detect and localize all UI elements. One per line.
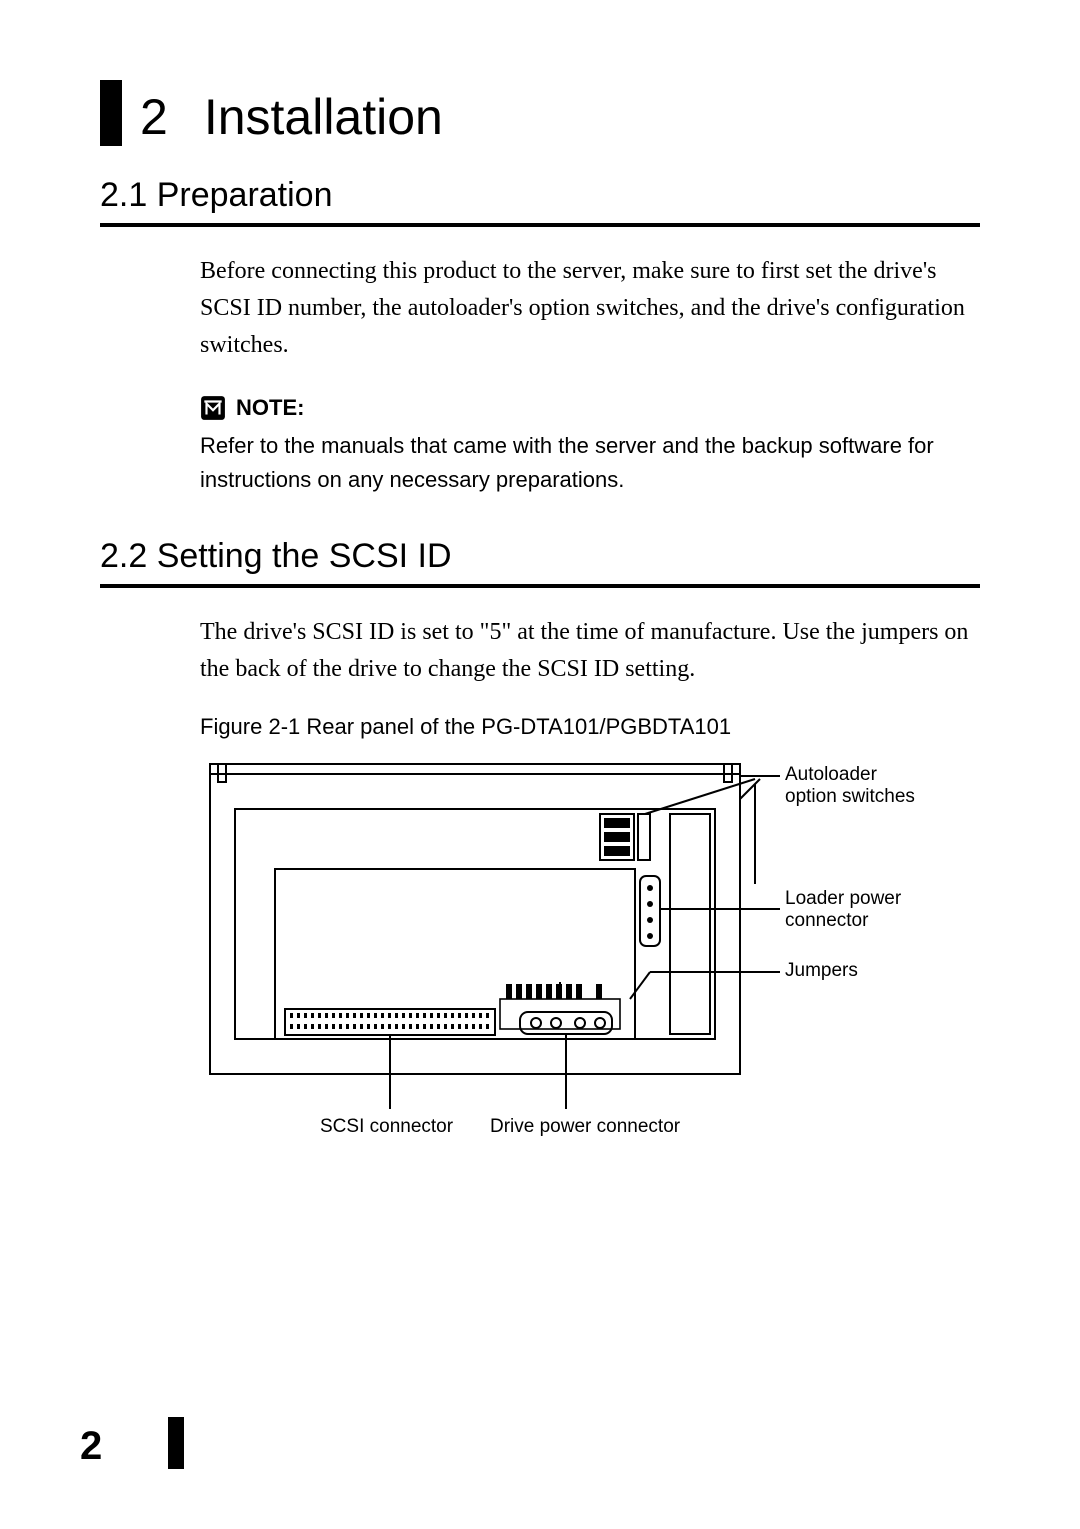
section-2-1-heading: 2.1 Preparation xyxy=(100,176,980,215)
callout-drive-power: Drive power connector xyxy=(490,1116,681,1137)
callout-autoloader-switches-line2: option switches xyxy=(785,786,915,807)
callout-jumpers: Jumpers xyxy=(785,960,858,981)
figure-rear-panel: Autoloader option switches Loader power … xyxy=(200,754,970,1194)
chapter-mark xyxy=(100,80,122,146)
callout-loader-power-line1: Loader power xyxy=(785,888,902,909)
figure-caption: Figure 2-1 Rear panel of the PG-DTA101/P… xyxy=(200,714,980,740)
note-icon xyxy=(200,395,226,421)
chapter-heading: 2 Installation xyxy=(100,80,980,146)
callout-scsi-connector: SCSI connector xyxy=(320,1116,454,1137)
page-number: 2 xyxy=(80,1424,102,1469)
chapter-number: 2 xyxy=(140,88,168,146)
callout-autoloader-switches-line1: Autoloader xyxy=(785,764,878,785)
note-label: NOTE: xyxy=(236,391,304,425)
note-body: Refer to the manuals that came with the … xyxy=(200,429,980,497)
callout-loader-power-line2: connector xyxy=(785,910,869,931)
note-block: NOTE: Refer to the manuals that came wit… xyxy=(200,391,980,497)
page: 2 Installation 2.1 Preparation Before co… xyxy=(0,0,1080,1529)
section-2-1-body: Before connecting this product to the se… xyxy=(200,253,980,365)
page-mark xyxy=(168,1417,184,1469)
chapter-title: Installation xyxy=(204,88,443,146)
section-2-2-heading: 2.2 Setting the SCSI ID xyxy=(100,537,980,576)
section-2-2-body: The drive's SCSI ID is set to "5" at the… xyxy=(200,614,980,688)
section-rule xyxy=(100,584,980,588)
section-rule xyxy=(100,223,980,227)
